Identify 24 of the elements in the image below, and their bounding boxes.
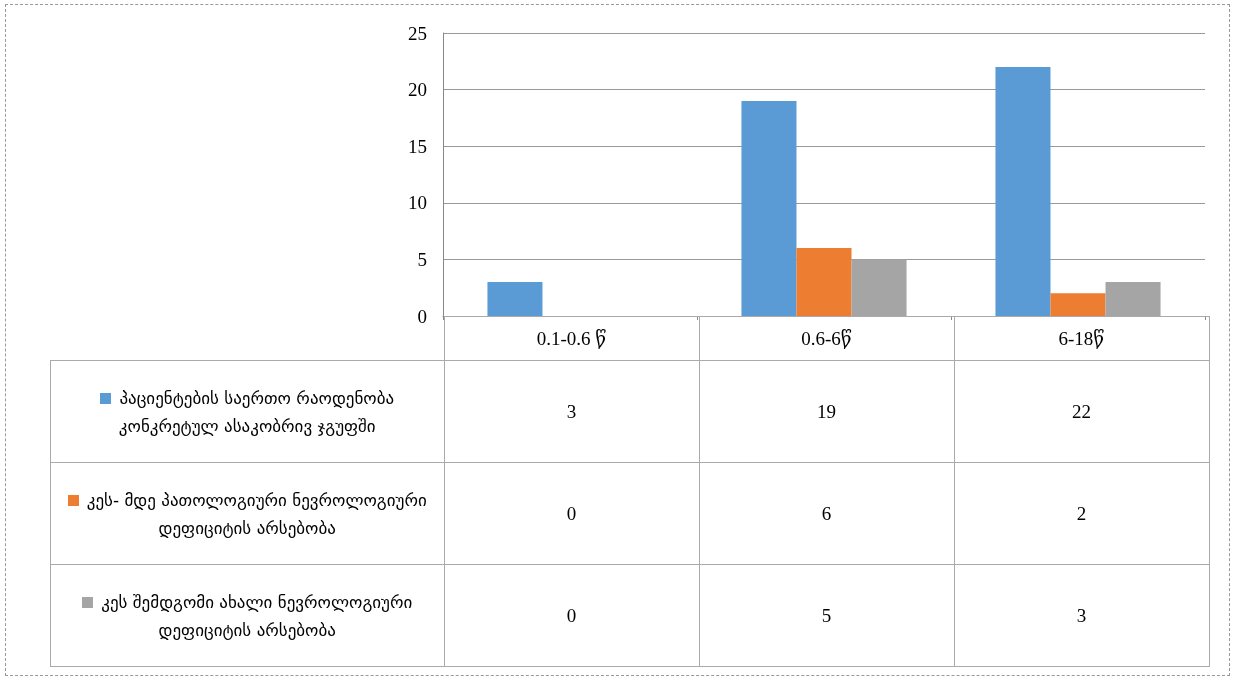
data-label: 5: [699, 564, 954, 667]
y-tick-label: 15: [408, 135, 427, 157]
data-label: 22: [954, 360, 1209, 463]
data-label: 2: [954, 462, 1209, 565]
y-tick-label: 5: [417, 248, 427, 270]
data-label: 6: [699, 462, 954, 565]
bar: [1050, 293, 1106, 316]
legend-label: კეს- მდე პათოლოგიური ნევროლოგიური დეფიციტის არსებობა: [86, 489, 427, 538]
x-tick-label: 6-18წ: [954, 316, 1209, 361]
y-tick-label: 25: [408, 22, 427, 44]
x-tick-label: 0.1-0.6 წ: [444, 316, 699, 361]
y-tick-label: 0: [417, 305, 427, 327]
legend-label: პაციენტების საერთო რაოდენობა კონკრეტულ ასაკობრივ ჯგუფში: [118, 387, 395, 436]
x-tick-label: 0.6-6წ: [699, 316, 954, 361]
bar: [796, 248, 852, 316]
data-label: 3: [954, 564, 1209, 667]
data-label: 19: [699, 360, 954, 463]
bar: [995, 66, 1051, 316]
bar: [741, 100, 797, 316]
y-tick-label: 20: [408, 79, 427, 101]
data-label: 3: [444, 360, 699, 463]
legend-label: კეს შემდგომი ახალი ნევროლოგიური დეფიციტის არსებობა: [101, 591, 413, 640]
bar: [487, 282, 543, 316]
y-tick-label: 10: [408, 192, 427, 214]
